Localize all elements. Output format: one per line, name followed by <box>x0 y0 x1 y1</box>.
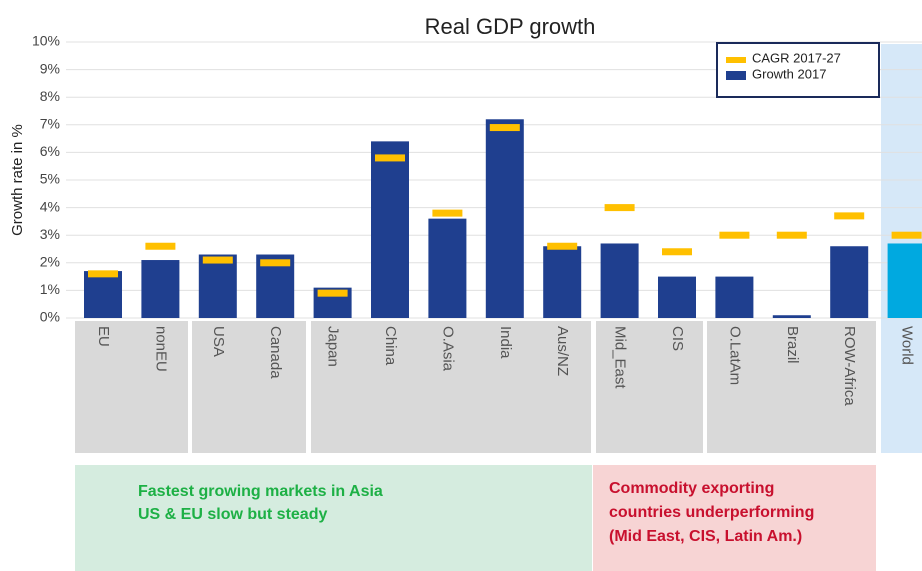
group-box <box>707 321 876 453</box>
annotation-text: Fastest growing markets in Asia <box>138 483 383 500</box>
bar <box>485 119 524 318</box>
y-tick-label: 10% <box>32 33 60 49</box>
bar <box>371 141 409 318</box>
cagr-marker <box>662 248 692 256</box>
cagr-marker <box>432 209 463 217</box>
x-tick-label: O.Asia <box>439 326 456 372</box>
y-tick-label: 4% <box>40 198 60 214</box>
cagr-marker <box>891 231 922 239</box>
y-tick-label: 5% <box>40 171 60 187</box>
annotation-text: (Mid East, CIS, Latin Am.) <box>609 528 802 545</box>
group-box <box>596 321 703 453</box>
cagr-marker <box>202 256 233 264</box>
bar <box>84 271 122 318</box>
cagr-marker <box>260 259 291 267</box>
group-box <box>192 321 306 453</box>
cagr-marker <box>834 212 865 220</box>
annotation-text: US & EU slow but steady <box>138 506 327 523</box>
cagr-marker <box>719 231 750 239</box>
cagr-marker <box>375 154 405 162</box>
chart-title: Real GDP growth <box>425 14 596 39</box>
y-tick-label: 7% <box>40 116 60 132</box>
x-tick-label: China <box>382 326 399 366</box>
legend-swatch <box>726 71 746 80</box>
x-tick-label: India <box>497 326 514 359</box>
cagr-marker <box>489 124 520 132</box>
y-tick-label: 8% <box>40 88 60 104</box>
bar <box>198 254 237 318</box>
group-box <box>75 321 188 453</box>
y-axis-label: Growth rate in % <box>9 124 26 236</box>
group-box <box>311 321 591 453</box>
x-tick-label: Aus/NZ <box>554 326 571 376</box>
x-tick-label: EU <box>95 326 112 347</box>
y-tick-label: 2% <box>40 254 60 270</box>
bar <box>428 218 467 318</box>
y-tick-label: 3% <box>40 226 60 242</box>
bar <box>543 246 582 318</box>
cagr-marker <box>776 231 807 239</box>
bar <box>772 315 811 318</box>
y-tick-label: 6% <box>40 143 60 159</box>
x-tick-label: ROW-Africa <box>841 326 858 406</box>
legend-label: CAGR 2017-27 <box>752 50 841 65</box>
bar <box>887 243 922 318</box>
cagr-marker <box>604 204 635 212</box>
x-tick-label: O.LatAm <box>726 326 743 385</box>
y-tick-label: 0% <box>40 309 60 325</box>
bar <box>600 243 639 318</box>
x-tick-label: CIS <box>669 326 686 351</box>
legend-box <box>716 42 880 98</box>
y-tick-label: 1% <box>40 281 60 297</box>
annotation-box <box>75 465 592 571</box>
bar <box>715 276 754 318</box>
bar <box>141 260 180 318</box>
annotation-box <box>593 465 876 571</box>
x-tick-label: World <box>899 326 916 365</box>
x-tick-label: nonEU <box>152 326 169 372</box>
legend-swatch <box>726 57 746 63</box>
x-tick-label: Canada <box>267 326 284 379</box>
y-tick-label: 9% <box>40 60 60 76</box>
cagr-marker <box>88 270 118 278</box>
legend-label: Growth 2017 <box>752 66 826 81</box>
x-tick-label: Mid_East <box>612 326 629 389</box>
x-tick-label: USA <box>210 326 227 357</box>
cagr-marker <box>547 242 578 250</box>
x-tick-label: Japan <box>325 326 342 367</box>
bar <box>830 246 869 318</box>
annotation-text: countries underperforming <box>609 504 814 521</box>
annotation-text: Commodity exporting <box>609 480 774 497</box>
cagr-marker <box>145 242 176 250</box>
x-tick-label: Brazil <box>784 326 801 364</box>
cagr-marker <box>317 289 348 297</box>
bar <box>658 276 696 318</box>
